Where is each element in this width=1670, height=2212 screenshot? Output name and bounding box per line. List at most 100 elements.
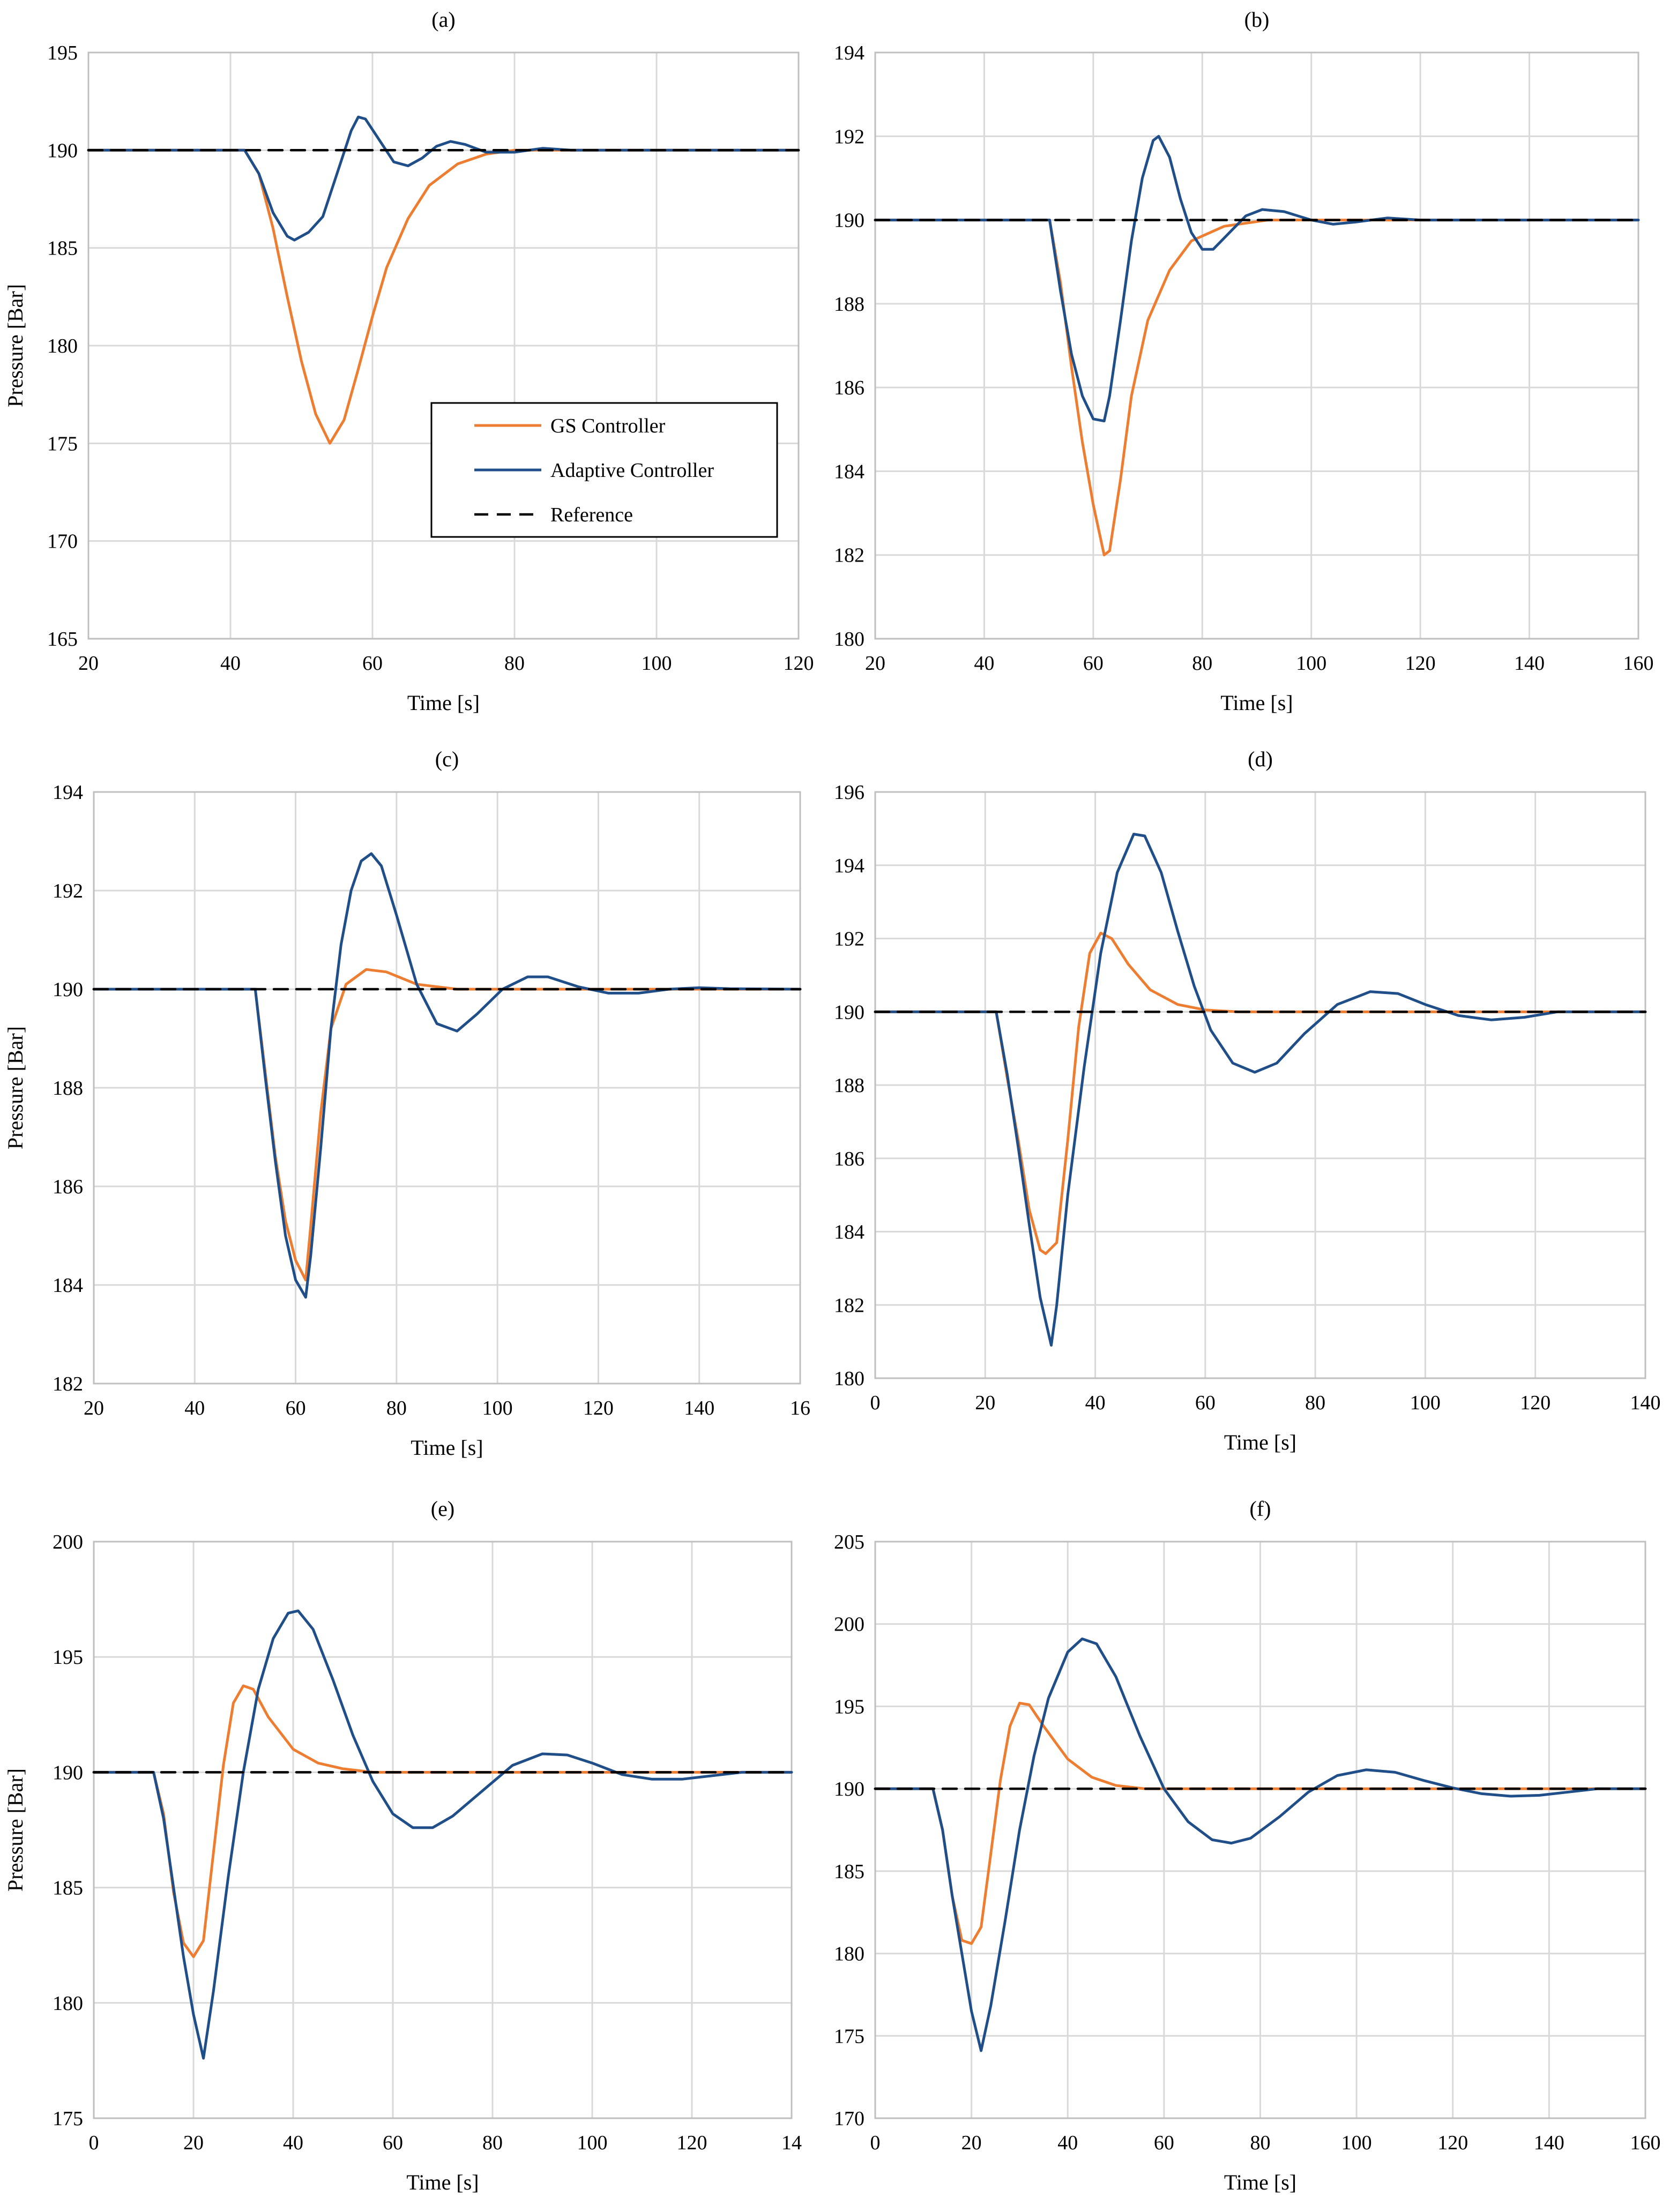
x-tick-label: 40: [974, 652, 994, 675]
x-tick-label: 80: [386, 1397, 407, 1419]
x-tick-label: 100: [1341, 2132, 1372, 2154]
panel-c: 20 40 60 80 100 120 140 16 182 184 186 188 190 192 194…: [3, 747, 810, 1460]
x-tick-label: 40: [1085, 1392, 1106, 1414]
x-axis-label: Time [s]: [1224, 2170, 1296, 2194]
x-tick-label: 60: [1195, 1392, 1216, 1414]
y-axis-label: Pressure [Bar]: [3, 1026, 27, 1149]
x-tick-label: 140: [1630, 1392, 1661, 1414]
x-tick-label: 80: [1305, 1392, 1325, 1414]
y-tick-label: 175: [53, 2108, 83, 2130]
adaptive-controller-line: [92, 1609, 793, 2060]
x-axis-label: Time [s]: [407, 691, 480, 715]
x-tick-label: 16: [790, 1397, 810, 1419]
panel-b: 20 40 60 80 100 120 140 160 180 182 184 186 188 190 19…: [834, 8, 1654, 715]
legend: GS Controller Adaptive Controller Referenc…: [430, 402, 778, 538]
x-tick-label: 100: [642, 652, 672, 675]
y-tick-label: 185: [47, 237, 78, 260]
y-tick-label: 180: [834, 1367, 864, 1390]
x-tick-label: 20: [84, 1397, 104, 1419]
x-tick-label: 120: [784, 652, 814, 675]
y-tick-label: 182: [53, 1373, 83, 1395]
y-tick-label: 170: [47, 530, 78, 553]
y-tick-label: 184: [834, 1221, 864, 1244]
panel-d: 0 20 40 60 80 100 120 140 180 182 184 186 188 190 192 1…: [834, 747, 1661, 1454]
x-tick-label: 80: [504, 652, 525, 675]
x-tick-label: 120: [1437, 2132, 1468, 2154]
gs-controller-line: [874, 931, 1647, 1255]
y-tick-label: 180: [53, 1992, 83, 2015]
adaptive-controller-line: [874, 833, 1647, 1347]
x-tick-label: 0: [870, 1392, 881, 1414]
y-tick-label: 180: [834, 628, 864, 651]
y-tick-label: 194: [834, 42, 864, 64]
y-tick-label: 195: [834, 1695, 864, 1718]
y-tick-label: 200: [834, 1613, 864, 1636]
plot-frame: [874, 51, 1639, 640]
x-tick-label: 20: [975, 1392, 995, 1414]
panel-e: 0 20 40 60 80 100 120 14 175 180 185 190 195 200 (e) Ti…: [3, 1497, 802, 2194]
y-tick-label: 194: [53, 781, 83, 804]
y-tick-label: 170: [834, 2108, 864, 2130]
plot-frame: [874, 791, 1646, 1379]
x-tick-label: 100: [1296, 652, 1326, 675]
x-tick-label: 0: [870, 2132, 881, 2154]
x-tick-label: 60: [383, 2132, 403, 2154]
y-tick-label: 175: [834, 2025, 864, 2047]
x-tick-label: 80: [1250, 2132, 1271, 2154]
y-tick-label: 190: [47, 139, 78, 162]
y-tick-label: 190: [834, 1001, 864, 1023]
plot-frame: [874, 1541, 1646, 2119]
y-tick-label: 188: [834, 293, 864, 316]
y-tick-label: 195: [47, 42, 78, 64]
y-tick-label: 190: [834, 1778, 864, 1800]
y-tick-label: 192: [834, 125, 864, 148]
y-tick-label: 192: [53, 880, 83, 902]
x-tick-label: 100: [482, 1397, 513, 1419]
y-tick-label: 182: [834, 1294, 864, 1317]
y-tick-label: 195: [53, 1646, 83, 1669]
panel-a: 20 40 60 80 100 120 165 170 175 180 185 190 195 (a) Ti…: [3, 8, 814, 715]
x-axis-label: Time [s]: [1220, 691, 1293, 715]
x-tick-label: 0: [89, 2132, 99, 2154]
x-tick-label: 20: [961, 2132, 982, 2154]
panel-f: 0 20 40 60 80 100 120 140 160 170 175 180 185 190 195 2…: [834, 1497, 1661, 2194]
y-tick-label: 188: [834, 1074, 864, 1097]
x-axis-label: Time [s]: [411, 1436, 483, 1460]
y-tick-label: 205: [834, 1531, 864, 1553]
x-tick-label: 80: [1192, 652, 1212, 675]
x-tick-label: 40: [184, 1397, 205, 1419]
plot-frame: [87, 51, 800, 640]
panel-title: (b): [1244, 8, 1270, 32]
x-tick-label: 140: [684, 1397, 714, 1419]
y-tick-label: 186: [834, 377, 864, 399]
x-tick-label: 14: [781, 2132, 802, 2154]
x-tick-label: 20: [183, 2132, 204, 2154]
panel-title: (a): [431, 8, 455, 32]
y-tick-label: 188: [53, 1077, 83, 1100]
plot-frame: [93, 1541, 793, 2119]
y-tick-label: 180: [47, 335, 78, 357]
legend-label: GS Controller: [550, 415, 666, 437]
x-tick-label: 120: [1405, 652, 1436, 675]
y-tick-label: 190: [53, 978, 83, 1001]
y-tick-label: 190: [53, 1761, 83, 1784]
y-tick-label: 194: [834, 855, 864, 877]
x-tick-label: 140: [1534, 2132, 1564, 2154]
x-tick-label: 80: [482, 2132, 503, 2154]
x-tick-label: 60: [362, 652, 383, 675]
plot-frame: [93, 791, 801, 1385]
x-tick-label: 120: [677, 2132, 707, 2154]
adaptive-controller-line: [92, 852, 802, 1299]
x-tick-label: 20: [78, 652, 99, 675]
y-tick-label: 196: [834, 781, 864, 804]
y-tick-label: 200: [53, 1531, 83, 1553]
legend-label: Adaptive Controller: [550, 459, 714, 482]
panel-title: (e): [431, 1497, 454, 1521]
legend-label: Reference: [550, 504, 633, 526]
y-tick-label: 180: [834, 1943, 864, 1966]
x-tick-label: 160: [1630, 2132, 1661, 2154]
panel-title: (f): [1250, 1497, 1271, 1521]
x-tick-label: 40: [220, 652, 241, 675]
gs-controller-line: [87, 148, 800, 445]
